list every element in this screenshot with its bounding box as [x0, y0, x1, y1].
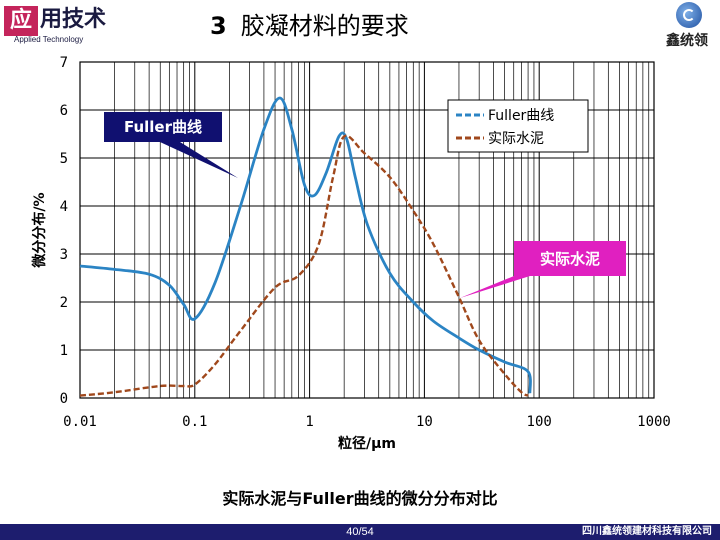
x-axis-label: 粒径/μm — [338, 435, 396, 452]
fuller-callout-box — [104, 112, 238, 178]
x-tick-label: 10 — [416, 414, 433, 430]
plot-frame — [79, 61, 655, 399]
applied-technology-logo: 应 用技术 Applied Technology — [4, 3, 116, 45]
x-tick-label: 1 — [305, 414, 313, 430]
cement-callout-box — [460, 241, 626, 298]
y-tick-label: 0 — [60, 391, 68, 407]
y-tick-label: 1 — [60, 343, 68, 359]
y-axis-label: 微分分布/% — [31, 192, 48, 268]
logo-text: 用技术 — [40, 7, 107, 32]
x-tick-labels: 0.01 0.1 1 10 100 1000 — [63, 414, 671, 430]
y-tick-label: 5 — [60, 151, 68, 167]
logo-subtitle: Applied Technology — [14, 35, 84, 44]
x-tick-label: 0.01 — [63, 414, 97, 430]
series-line-0 — [79, 96, 532, 394]
footer-company: 四川鑫统领建材科技有限公司 — [582, 526, 712, 537]
y-tick-label: 7 — [60, 55, 68, 71]
y-tick-label: 3 — [60, 247, 68, 263]
cement-callout-text: 实际水泥 — [540, 250, 600, 268]
x-tick-label: 1000 — [637, 414, 671, 430]
company-logo-icon — [676, 2, 702, 28]
cement-callout: 实际水泥 — [460, 241, 626, 298]
company-logo-text: 鑫统领 — [666, 33, 708, 49]
series-layer — [79, 96, 532, 397]
section-number: 3 — [210, 12, 227, 40]
y-tick-label: 6 — [60, 103, 68, 119]
y-tick-label: 2 — [60, 295, 68, 311]
legend-cement-label: 实际水泥 — [488, 131, 544, 147]
title-text: 胶凝材料的要求 — [240, 12, 409, 40]
fuller-callout: Fuller曲线 — [104, 112, 238, 178]
figure-caption: 实际水泥与Fuller曲线的微分分布对比 — [222, 489, 498, 508]
fuller-callout-text: Fuller曲线 — [124, 118, 202, 136]
footer-bar: 40/54 四川鑫统领建材科技有限公司 — [0, 524, 720, 540]
logo-mark: 应 — [4, 6, 38, 36]
y-tick-label: 4 — [60, 199, 68, 215]
y-tick-labels: 0 1 2 3 4 5 6 7 — [60, 55, 68, 407]
page-number: 40/54 — [346, 526, 374, 538]
company-logo: 鑫统领 — [656, 0, 720, 54]
legend: Fuller曲线 实际水泥 — [447, 99, 589, 153]
legend-fuller-label: Fuller曲线 — [488, 108, 554, 124]
slide-title: 3 胶凝材料的要求 — [210, 6, 409, 41]
x-tick-label: 100 — [527, 414, 552, 430]
series-line-1 — [79, 134, 529, 397]
x-tick-label: 0.1 — [182, 414, 207, 430]
